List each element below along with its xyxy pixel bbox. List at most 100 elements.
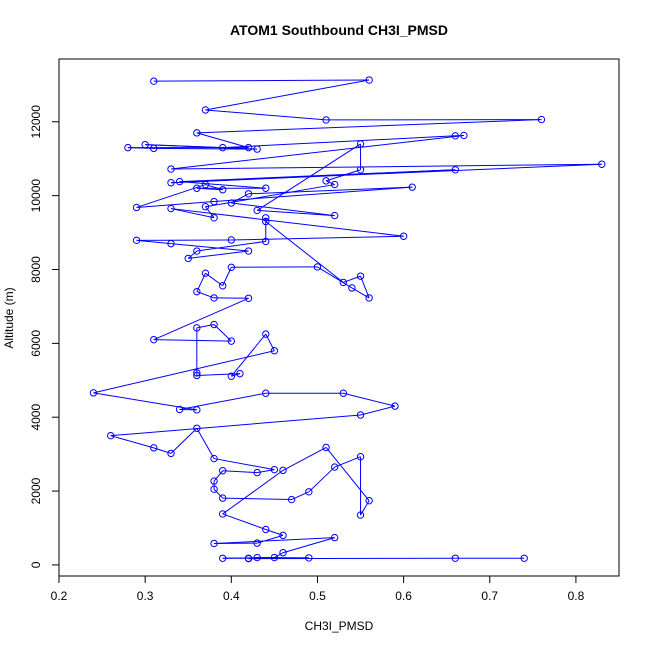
data-point [313,263,322,271]
data-point [167,165,175,173]
data-point [279,466,287,475]
series-segment [153,79,370,82]
series-segment [222,513,266,530]
y-tick-label: 2000 [29,477,43,504]
plot-frame [58,58,620,577]
data-point [322,443,330,452]
series-segment [153,297,249,341]
series-segment [213,324,232,342]
data-point [451,554,460,562]
data-point [184,254,192,263]
data-point [227,372,236,380]
data-point [210,539,218,548]
series-segment [308,466,336,493]
data-point [218,143,227,152]
data-point [201,180,210,189]
data-point [193,129,201,137]
data-point [253,145,261,153]
data-point [253,553,261,562]
series-segment [325,447,370,501]
data-point [193,371,201,380]
data-point [253,539,261,547]
data-point [150,444,158,452]
data-point [356,411,365,419]
series-segment [334,456,361,468]
series-segment [231,373,241,377]
x-tick-label: 0.7 [481,589,498,603]
data-point [244,143,253,152]
data-point [305,488,313,496]
series-segment [196,187,223,191]
data-point [167,449,175,458]
data-point [348,284,356,292]
data-point [210,294,218,302]
data-point [193,287,201,296]
x-tick-label: 0.8 [568,589,585,603]
series-segment [317,266,353,289]
x-tick-label: 0.5 [309,589,326,603]
data-point [356,453,365,461]
series-segment [153,147,258,150]
data-point [262,217,270,226]
data-point [236,369,244,378]
data-point [244,294,253,302]
series-segment [360,500,370,516]
data-point [227,236,236,244]
data-point [193,369,201,377]
series-segment [205,109,327,121]
data-point [132,236,141,245]
series-segment [153,339,232,342]
data-point [150,335,158,344]
series-segment [360,405,396,416]
data-point [218,186,227,194]
series-segment [93,350,275,394]
x-tick-label: 0.6 [395,589,412,603]
data-point [262,389,270,397]
series-segment [110,435,154,449]
data-point [356,140,365,148]
data-point [210,197,218,206]
data-point [365,76,373,84]
x-tick-label: 0.4 [223,589,240,603]
series-segment [360,275,370,299]
data-point [365,496,373,505]
series-segment [205,184,335,208]
data-point [356,272,365,280]
series-segment [145,144,223,149]
data-point [193,184,201,192]
data-point [408,183,416,191]
series-segment [170,208,404,237]
series-segment [187,250,198,259]
y-tick-label: 0 [29,561,43,568]
data-point [124,143,132,152]
data-point [365,294,373,302]
series-segment [170,163,602,170]
series-lines [93,79,602,560]
data-point [167,179,175,187]
series-segment [196,428,215,459]
series-segment [248,186,413,195]
chart-title: ATOM1 Southbound CH3I_PMSD [230,22,448,38]
series-segment [127,147,154,149]
series-segment [179,181,266,189]
data-point [262,525,270,534]
series-segment [214,537,335,545]
series-segment [222,470,258,474]
data-point [193,247,201,255]
y-axis-label: Altitude (m) [2,287,16,348]
series-segment [222,469,284,515]
data-point [167,204,175,213]
series-segment [110,414,361,437]
data-point [132,203,141,212]
series-segment [170,208,215,219]
series-segment [274,552,284,558]
series-segment [343,392,396,407]
series-segment [179,169,456,183]
series-segment [325,180,335,186]
y-tick-label: 6000 [29,330,43,357]
series-segment [179,392,266,410]
data-point [227,337,236,345]
data-point [167,239,175,248]
